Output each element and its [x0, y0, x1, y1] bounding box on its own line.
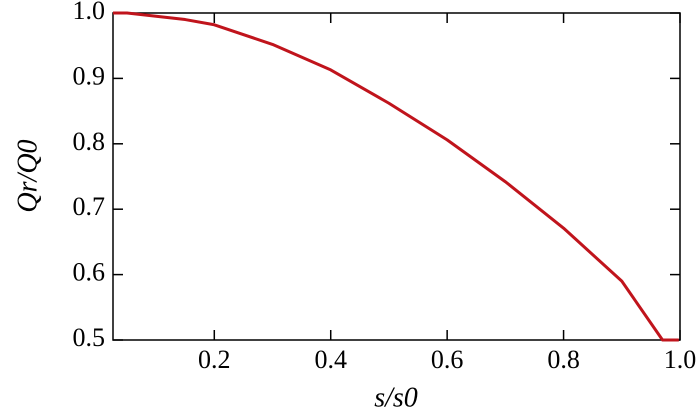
x-tick-label: 0.4 [314, 345, 347, 374]
x-tick-label: 1.0 [664, 345, 697, 374]
y-tick-label: 1.0 [73, 0, 106, 25]
y-tick-label: 0.9 [73, 61, 106, 90]
x-tick-label: 0.2 [198, 345, 231, 374]
y-tick-label: 0.7 [73, 192, 106, 221]
y-tick-label: 0.5 [73, 323, 106, 352]
data-line [113, 11, 679, 342]
y-tick-label: 0.6 [73, 258, 106, 287]
plot-frame [112, 12, 681, 341]
x-tick-label: 0.6 [431, 345, 464, 374]
x-axis-label: s/s0 [374, 382, 418, 413]
x-tick-label: 0.8 [547, 345, 580, 374]
y-axis-label: Qr/Q0 [12, 139, 43, 212]
y-tick-label: 0.8 [73, 127, 106, 156]
